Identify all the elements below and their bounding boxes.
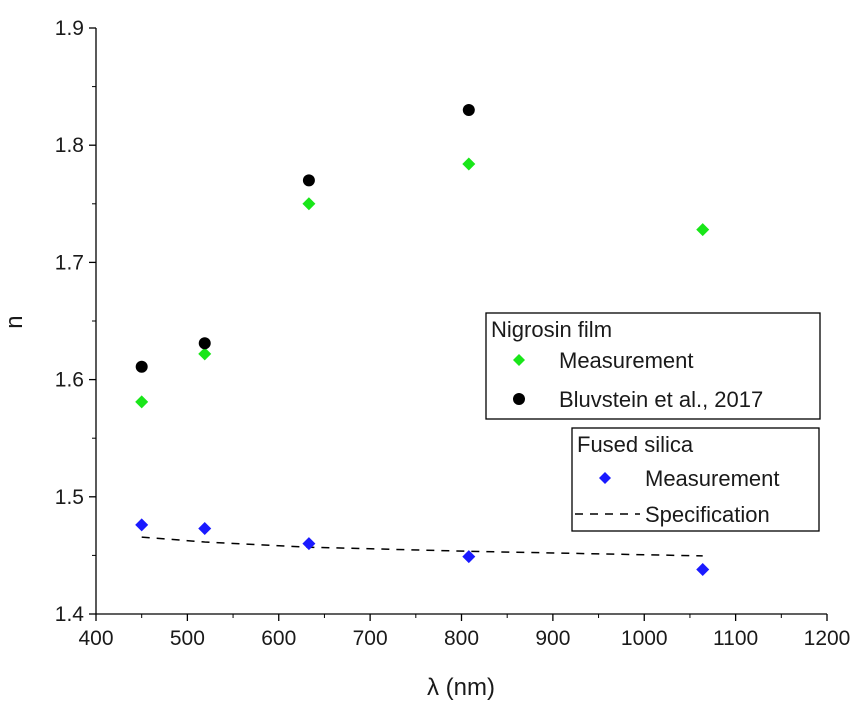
data-point-nigrosin-measurement bbox=[462, 157, 476, 171]
x-tick-label: 1100 bbox=[713, 627, 758, 650]
legend-silica-entry-measurement: Measurement bbox=[645, 466, 780, 491]
data-points-layer bbox=[135, 104, 710, 576]
y-tick-label: 1.5 bbox=[55, 486, 84, 509]
legend-nigrosin-title: Nigrosin film bbox=[491, 317, 612, 342]
y-tick-label: 1.6 bbox=[55, 369, 84, 392]
x-tick-label: 900 bbox=[535, 627, 570, 650]
data-point-nigrosin-measurement bbox=[198, 347, 212, 361]
data-point-nigrosin-measurement bbox=[135, 395, 149, 409]
x-tick-label: 1000 bbox=[621, 627, 668, 650]
data-point-silica-measurement bbox=[696, 562, 710, 576]
x-tick-label: 500 bbox=[170, 627, 205, 650]
legend-blue-diamond-marker bbox=[599, 472, 611, 484]
x-tick-label: 700 bbox=[353, 627, 388, 650]
y-ticks: 1.4 1.5 1.6 1.7 1.8 1.9 bbox=[55, 17, 96, 626]
x-tick-label: 600 bbox=[261, 627, 296, 650]
data-point-silica-measurement bbox=[135, 518, 149, 532]
y-tick-label: 1.9 bbox=[55, 17, 84, 40]
x-axis-title: λ (nm) bbox=[427, 674, 495, 701]
data-point-nigrosin-measurement bbox=[302, 197, 316, 211]
data-point-bluvstein bbox=[462, 104, 475, 117]
specification-line-layer bbox=[141, 536, 703, 557]
specification-dashed-line bbox=[141, 536, 703, 557]
legend-green-diamond-marker bbox=[513, 354, 525, 366]
legend-silica-box bbox=[571, 427, 820, 532]
data-point-silica-measurement bbox=[462, 550, 476, 564]
legend-silica-entry-specification: Specification bbox=[645, 502, 770, 527]
data-point-silica-measurement bbox=[302, 537, 316, 551]
y-tick-label: 1.7 bbox=[55, 251, 84, 274]
y-tick-label: 1.4 bbox=[55, 603, 85, 626]
x-tick-label: 800 bbox=[444, 627, 479, 650]
legend-nigrosin-box bbox=[485, 312, 821, 420]
y-tick-label: 1.8 bbox=[55, 134, 84, 157]
legend-silica-title: Fused silica bbox=[577, 432, 694, 457]
x-tick-label: 1200 bbox=[804, 627, 851, 650]
x-ticks: 400 500 600 700 800 900 1000 1100 1200 bbox=[78, 614, 850, 650]
data-point-bluvstein bbox=[135, 360, 148, 373]
data-point-nigrosin-measurement bbox=[696, 223, 710, 237]
data-point-silica-measurement bbox=[198, 521, 212, 535]
legend-nigrosin-entry-measurement: Measurement bbox=[559, 348, 694, 373]
data-point-bluvstein bbox=[302, 174, 315, 187]
data-point-bluvstein bbox=[198, 337, 211, 350]
legend-nigrosin-film: Nigrosin film Measurement Bluvstein et a… bbox=[485, 312, 821, 420]
y-axis-title: n bbox=[1, 315, 28, 328]
legend-black-circle-marker bbox=[513, 393, 525, 405]
legend-fused-silica: Fused silica Measurement Specification bbox=[571, 427, 820, 532]
legend-nigrosin-entry-bluvstein: Bluvstein et al., 2017 bbox=[559, 387, 763, 412]
x-tick-label: 400 bbox=[78, 627, 113, 650]
